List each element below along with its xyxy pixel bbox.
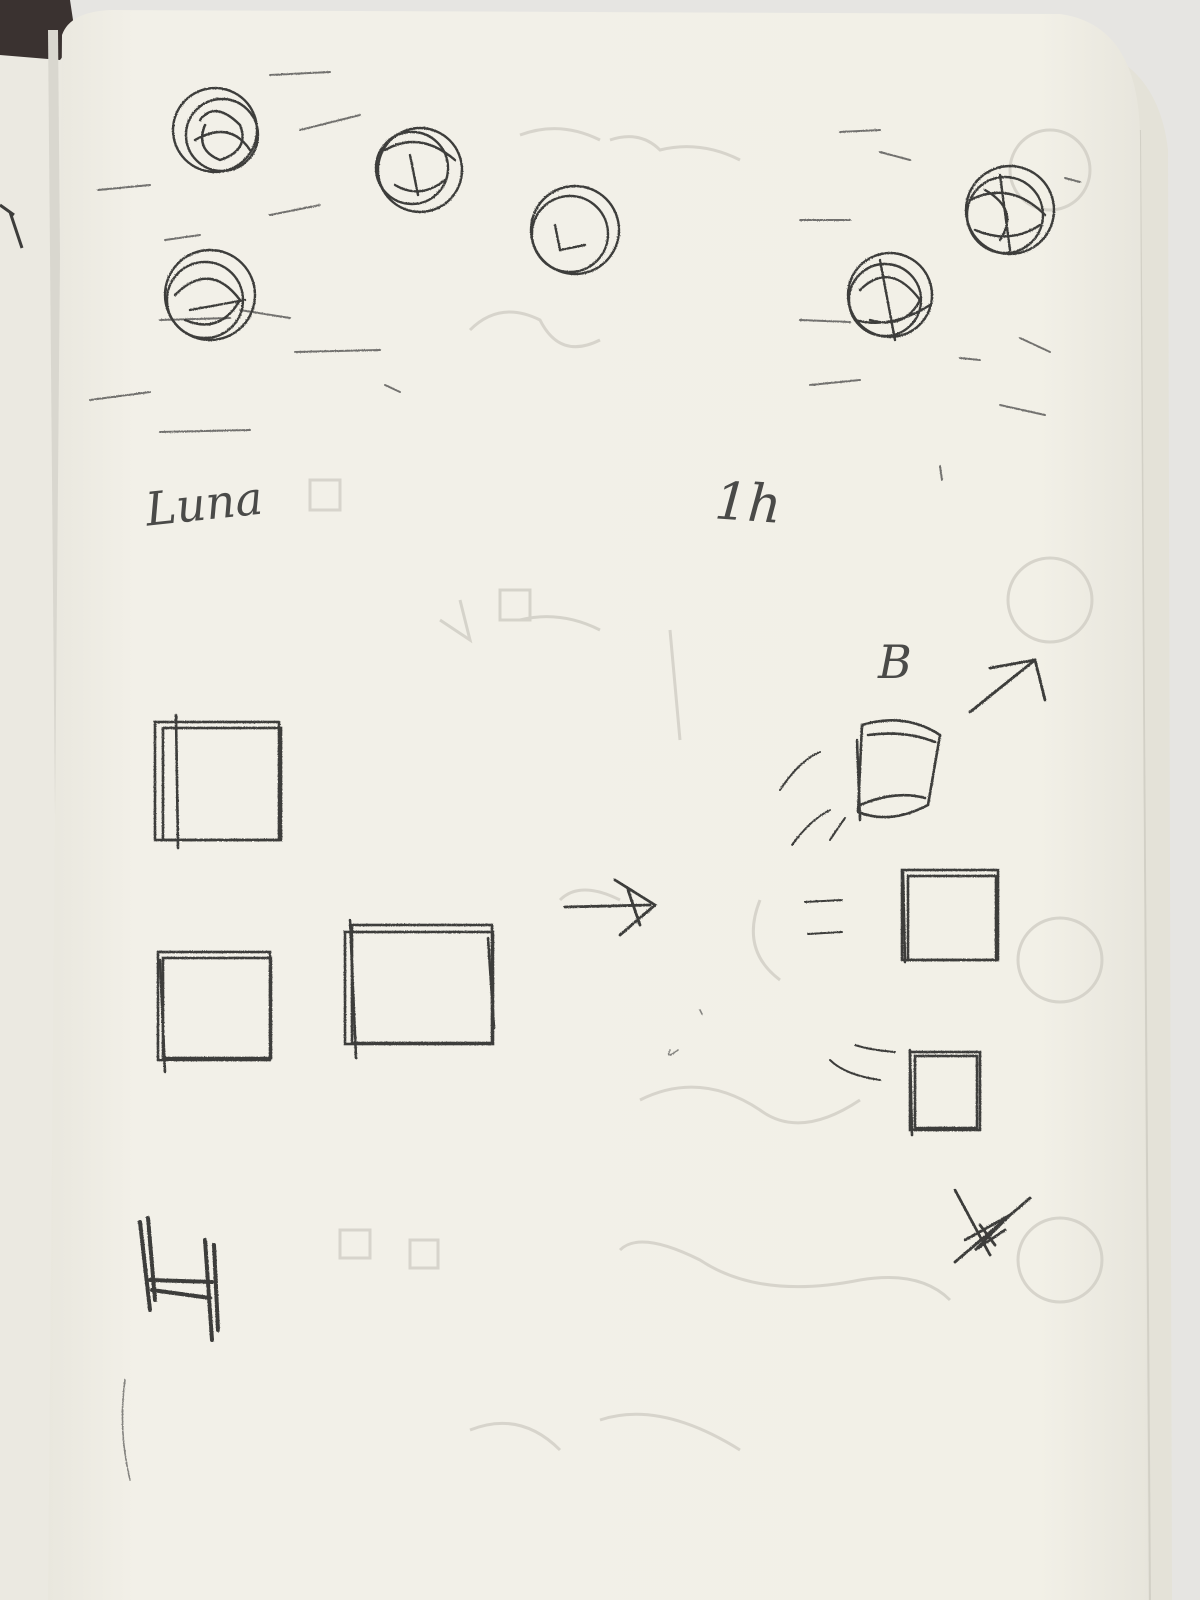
sketched-square-1 [153, 713, 283, 850]
sketched-square-c [900, 868, 1000, 964]
h-scribble-icon [138, 1216, 220, 1342]
notebook-page [48, 10, 1148, 1600]
motion-lines-square-c [804, 899, 843, 935]
bleed-through-sketches [308, 127, 1104, 1452]
star-scribble-icon [953, 1188, 1032, 1264]
label-b: B [877, 635, 912, 689]
left-page-ink [0, 203, 24, 249]
label-luna: Luna [142, 471, 265, 537]
motion-lines-top [89, 71, 1081, 481]
sketched-square-2 [156, 950, 273, 1074]
scribbled-circle-6 [846, 251, 934, 342]
scribbled-circle-5 [964, 164, 1056, 256]
motion-lines-square-b [779, 751, 846, 846]
scribbled-circle-1 [171, 86, 260, 174]
arrow-up-right-icon [968, 658, 1047, 714]
sketched-rectangle [343, 918, 496, 1060]
scribbled-circle-4 [163, 248, 257, 342]
scribbled-circle-2 [374, 126, 464, 214]
label-1h: 1h [713, 471, 784, 535]
scribbled-circle-3 [529, 184, 621, 276]
sketched-square-b [855, 719, 942, 822]
stray-strokes [121, 1009, 703, 1481]
page-stack-line [1139, 129, 1151, 1600]
motion-lines-square-d [829, 1044, 896, 1081]
arrow-right-icon [563, 878, 658, 937]
sketched-square-d [908, 1048, 982, 1137]
